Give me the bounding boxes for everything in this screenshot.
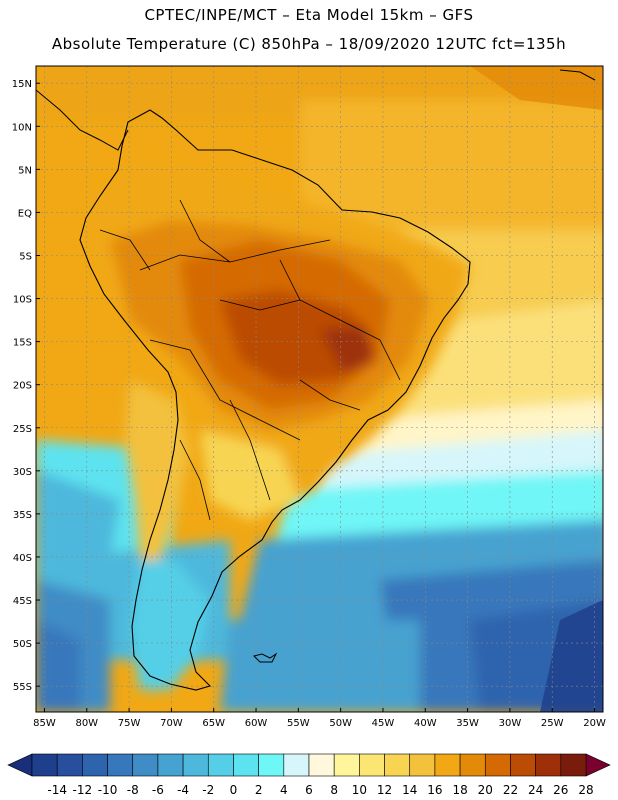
- colorbar-label: 20: [478, 783, 493, 797]
- colorbar-swatch: [207, 753, 234, 777]
- colorbar-swatch: [31, 753, 58, 777]
- lon-tick-label: 60W: [245, 718, 268, 729]
- colorbar-label: 2: [255, 783, 263, 797]
- lon-tick-label: 70W: [160, 718, 183, 729]
- lon-tick-label: 80W: [75, 718, 98, 729]
- lat-tick-label: 20S: [13, 381, 32, 392]
- lon-tick-label: 35W: [456, 718, 479, 729]
- colorbar-swatch: [359, 753, 385, 777]
- lon-tick-label: 45W: [372, 718, 395, 729]
- lat-tick-label: 5N: [18, 165, 32, 176]
- colorbar-swatch: [283, 753, 310, 777]
- colorbar-label: -8: [127, 783, 139, 797]
- lat-tick-label: 50S: [13, 639, 32, 650]
- colorbar-swatch: [182, 753, 209, 777]
- colorbar-label: -4: [177, 783, 189, 797]
- lat-tick-label: 55S: [13, 682, 32, 693]
- lat-tick-label: 5S: [19, 251, 32, 262]
- colorbar-swatch: [510, 753, 536, 777]
- lat-tick-label: 10S: [13, 295, 32, 306]
- lat-tick-label: 35S: [13, 510, 32, 521]
- colorbar-label: -12: [73, 783, 93, 797]
- colorbar-swatch: [459, 753, 486, 777]
- colorbar-swatch: [384, 753, 411, 777]
- lat-tick-label: 40S: [13, 553, 32, 564]
- colorbar-label: 8: [330, 783, 338, 797]
- lat-tick-label: 45S: [13, 596, 32, 607]
- latitude-axis: 15N 10N 5N EQ 5S 10S 15S 20S 25S 30S 35S 40S 45S 50S 5…: [12, 79, 40, 693]
- colorbar-swatch: [484, 753, 511, 777]
- colorbar-swatch: [56, 753, 83, 777]
- lon-tick-label: 20W: [583, 718, 606, 729]
- colorbar-label: -10: [98, 783, 118, 797]
- colorbar-label: -2: [202, 783, 214, 797]
- colorbar-swatch: [333, 753, 360, 777]
- colorbar-label: -14: [47, 783, 67, 797]
- lat-tick-label: 25S: [13, 424, 32, 435]
- colorbar-high-arrow: [585, 753, 611, 777]
- colorbar-swatch: [434, 753, 461, 777]
- colorbar-label: 10: [352, 783, 367, 797]
- lat-tick-label: 15S: [13, 338, 32, 349]
- colorbar-swatch: [132, 753, 159, 777]
- title-line-2: Absolute Temperature (C) 850hPa – 18/09/…: [51, 35, 567, 53]
- lat-tick-label: EQ: [18, 208, 32, 219]
- lon-tick-label: 30W: [499, 718, 522, 729]
- colorbar-label: 14: [402, 783, 417, 797]
- lon-tick-label: 85W: [33, 718, 56, 729]
- south-america-coastline: [79, 109, 471, 691]
- longitude-axis: 85W 80W 75W 70W 65W 60W 55W 50W 45W 40W 35W 30W 25W 2…: [33, 708, 606, 729]
- colorbar-label: 28: [578, 783, 593, 797]
- lon-tick-label: 65W: [202, 718, 225, 729]
- colorbar-label: 12: [377, 783, 392, 797]
- colorbar-label: 0: [230, 783, 238, 797]
- title-line-1: CPTEC/INPE/MCT – Eta Model 15km – GFS: [144, 6, 474, 24]
- temperature-field: [36, 66, 603, 712]
- colorbar-label: 26: [553, 783, 568, 797]
- lat-tick-label: 15N: [12, 79, 32, 90]
- lat-tick-label: 30S: [13, 467, 32, 478]
- lon-tick-label: 25W: [541, 718, 564, 729]
- colorbar-label: 16: [427, 783, 442, 797]
- lon-tick-label: 50W: [329, 718, 352, 729]
- colorbar-label: 6: [305, 783, 313, 797]
- country-borders: [99, 199, 401, 521]
- lat-tick-label: 10N: [12, 122, 32, 133]
- colorbar-label: 18: [452, 783, 467, 797]
- colorbar-swatch: [308, 753, 335, 777]
- lon-tick-label: 75W: [118, 718, 141, 729]
- colorbar-low-arrow: [7, 753, 33, 777]
- colorbar-label: 4: [280, 783, 288, 797]
- colorbar-swatch: [258, 753, 285, 777]
- colorbar-swatch: [82, 753, 108, 777]
- colorbar-label: -6: [152, 783, 164, 797]
- lon-tick-label: 55W: [287, 718, 310, 729]
- colorbar-swatch: [107, 753, 134, 777]
- colorbar-swatch: [535, 753, 562, 777]
- colorbar-swatch: [560, 753, 587, 777]
- colorbar: -14 -12 -10 -8 -6 -4 -2 0 2 4 6 8 10 12 14 16 18 20 22 24 26…: [7, 753, 611, 797]
- map-frame: [35, 65, 604, 713]
- colorbar-swatch: [409, 753, 436, 777]
- colorbar-swatch: [233, 753, 259, 777]
- colorbar-swatch: [157, 753, 184, 777]
- colorbar-label: 22: [503, 783, 518, 797]
- lon-tick-label: 40W: [414, 718, 437, 729]
- colorbar-label: 24: [528, 783, 543, 797]
